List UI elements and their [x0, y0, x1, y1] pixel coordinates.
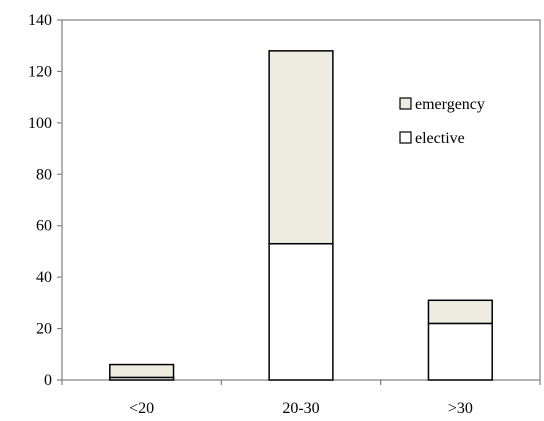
legend-swatch-emergency: [399, 97, 412, 110]
legend-label-elective: elective: [415, 130, 465, 147]
bar-emergency-0: [109, 363, 175, 379]
y-tick-label: 100: [28, 115, 52, 132]
legend-swatch-elective: [399, 131, 412, 144]
y-tick-label: 0: [44, 372, 52, 389]
bar-emergency-2: [427, 299, 493, 325]
y-tick-label: 140: [28, 12, 52, 29]
legend: emergency elective: [399, 96, 485, 147]
y-tick-label: 80: [36, 166, 52, 183]
bar-elective-2: [427, 322, 493, 381]
y-tick-label: 60: [36, 218, 52, 235]
y-tick-label: 20: [36, 321, 52, 338]
bar-emergency-1: [268, 50, 334, 245]
y-tick-label: 40: [36, 269, 52, 286]
legend-label-emergency: emergency: [415, 96, 485, 113]
x-tick-label: 20-30: [282, 400, 319, 417]
x-axis: <20 20-30 >30: [61, 380, 541, 417]
y-axis: 0 20 40 60 80 100 120 140: [28, 12, 62, 389]
bar-elective-1: [268, 242, 334, 381]
x-tick-label: >30: [448, 400, 473, 417]
x-tick-label: <20: [129, 400, 154, 417]
y-tick-label: 120: [28, 63, 52, 80]
bars: [109, 50, 493, 381]
